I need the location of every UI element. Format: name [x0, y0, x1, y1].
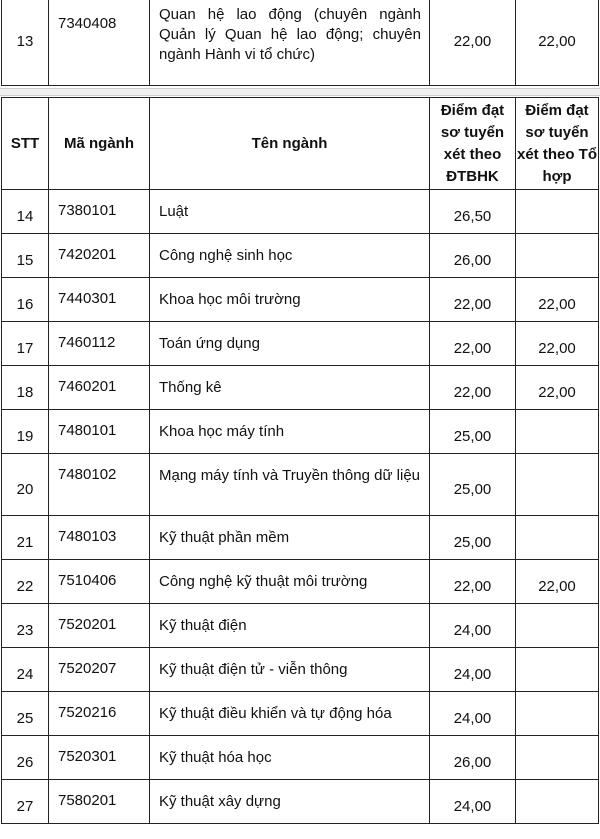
cell-to-hop: 22,00 [515, 0, 599, 86]
cell-dtbhk: 22,00 [429, 365, 516, 410]
cell-to-hop [515, 647, 599, 692]
table-row: 23 7520201 Kỹ thuật điện 24,00 [1, 603, 599, 648]
cell-dtbhk: 22,00 [429, 559, 516, 604]
table-row: 14 7380101 Luật 26,50 [1, 189, 599, 234]
cell-ten-nganh: Công nghệ kỹ thuật môi trường [149, 559, 430, 604]
table-row: 20 7480102 Mạng máy tính và Truyền thông d… [1, 453, 599, 516]
cell-ma-nganh: 7380101 [48, 189, 150, 234]
cell-ma-nganh: 7480101 [48, 409, 150, 454]
cell-dtbhk: 26,00 [429, 233, 516, 278]
table-row: 21 7480103 Kỹ thuật phần mềm 25,00 [1, 515, 599, 560]
cell-to-hop [515, 189, 599, 234]
cell-ma-nganh: 7520301 [48, 735, 150, 780]
cell-ten-nganh: Quan hệ lao động (chuyên ngành Quản lý Q… [149, 0, 430, 86]
cell-ma-nganh: 7440301 [48, 277, 150, 322]
cell-dtbhk: 25,00 [429, 453, 516, 516]
cell-dtbhk: 24,00 [429, 779, 516, 824]
cell-stt: 22 [1, 559, 49, 604]
table-row: 22 7510406 Công nghệ kỹ thuật môi trường 22… [1, 559, 599, 604]
table-row: 27 7580201 Kỹ thuật xây dựng 24,00 [1, 779, 599, 824]
cell-ten-nganh: Khoa học môi trường [149, 277, 430, 322]
cell-ma-nganh: 7460112 [48, 321, 150, 366]
cell-dtbhk: 25,00 [429, 409, 516, 454]
header-ma-nganh: Mã ngành [48, 97, 150, 190]
page-break-divider [0, 88, 600, 96]
cell-to-hop: 22,00 [515, 321, 599, 366]
cell-stt: 20 [1, 453, 49, 516]
cell-to-hop: 22,00 [515, 559, 599, 604]
table-row: 17 7460112 Toán ứng dụng 22,00 22,00 [1, 321, 599, 366]
cell-ma-nganh: 7520216 [48, 691, 150, 736]
table-row: 24 7520207 Kỹ thuật điện tử - viễn thông 24… [1, 647, 599, 692]
header-dtbhk: Điểm đạt sơ tuyển xét theo ĐTBHK [429, 97, 516, 190]
cell-ten-nganh: Công nghệ sinh học [149, 233, 430, 278]
cell-to-hop: 22,00 [515, 277, 599, 322]
cell-stt: 27 [1, 779, 49, 824]
cell-stt: 19 [1, 409, 49, 454]
cell-ma-nganh: 7520207 [48, 647, 150, 692]
table-row: 15 7420201 Công nghệ sinh học 26,00 [1, 233, 599, 278]
cell-stt: 24 [1, 647, 49, 692]
cell-ten-nganh: Toán ứng dụng [149, 321, 430, 366]
header-stt: STT [1, 97, 49, 190]
cell-ten-nganh: Thống kê [149, 365, 430, 410]
admission-scores-table: STT Mã ngành Tên ngành Điểm đạt sơ tuyển… [1, 97, 599, 824]
cell-stt: 14 [1, 189, 49, 234]
header-to-hop: Điểm đạt sơ tuyển xét theo Tổ hợp [515, 97, 599, 190]
table-row: 19 7480101 Khoa học máy tính 25,00 [1, 409, 599, 454]
cell-ten-nganh: Mạng máy tính và Truyền thông dữ liệu [149, 453, 430, 516]
cell-stt: 17 [1, 321, 49, 366]
cell-stt: 23 [1, 603, 49, 648]
cell-to-hop [515, 735, 599, 780]
table-row: 18 7460201 Thống kê 22,00 22,00 [1, 365, 599, 410]
cell-ten-nganh: Kỹ thuật điện tử - viễn thông [149, 647, 430, 692]
cell-ten-nganh: Kỹ thuật phần mềm [149, 515, 430, 560]
table-header-row: STT Mã ngành Tên ngành Điểm đạt sơ tuyển… [1, 97, 599, 190]
cell-dtbhk: 26,50 [429, 189, 516, 234]
cell-to-hop [515, 409, 599, 454]
cell-stt: 21 [1, 515, 49, 560]
cell-dtbhk: 25,00 [429, 515, 516, 560]
cell-to-hop: 22,00 [515, 365, 599, 410]
cell-dtbhk: 24,00 [429, 603, 516, 648]
cell-to-hop [515, 453, 599, 516]
cell-ten-nganh: Kỹ thuật điều khiển và tự động hóa [149, 691, 430, 736]
cell-ma-nganh: 7460201 [48, 365, 150, 410]
cell-to-hop [515, 233, 599, 278]
cell-ten-nganh: Kỹ thuật hóa học [149, 735, 430, 780]
cell-ten-nganh: Khoa học máy tính [149, 409, 430, 454]
cell-dtbhk: 24,00 [429, 691, 516, 736]
cell-ten-nganh: Kỹ thuật xây dựng [149, 779, 430, 824]
cell-ma-nganh: 7480102 [48, 453, 150, 516]
cell-stt: 13 [1, 0, 49, 86]
cell-ma-nganh: 7340408 [48, 0, 150, 86]
cell-stt: 26 [1, 735, 49, 780]
cell-to-hop [515, 515, 599, 560]
cell-ma-nganh: 7480103 [48, 515, 150, 560]
cell-ten-nganh: Kỹ thuật điện [149, 603, 430, 648]
cell-stt: 18 [1, 365, 49, 410]
table-continued: 13 7340408 Quan hệ lao động (chuyên ngành … [1, 0, 599, 86]
cell-dtbhk: 26,00 [429, 735, 516, 780]
cell-dtbhk: 22,00 [429, 277, 516, 322]
table-row: 25 7520216 Kỹ thuật điều khiển và tự động … [1, 691, 599, 736]
cell-ma-nganh: 7580201 [48, 779, 150, 824]
cell-stt: 15 [1, 233, 49, 278]
cell-to-hop [515, 779, 599, 824]
cell-to-hop [515, 691, 599, 736]
cell-stt: 16 [1, 277, 49, 322]
cell-to-hop [515, 603, 599, 648]
cell-ma-nganh: 7520201 [48, 603, 150, 648]
cell-dtbhk: 22,00 [429, 321, 516, 366]
table-row: 16 7440301 Khoa học môi trường 22,00 22,00 [1, 277, 599, 322]
table-row: 13 7340408 Quan hệ lao động (chuyên ngành … [1, 0, 599, 86]
cell-stt: 25 [1, 691, 49, 736]
cell-ma-nganh: 7420201 [48, 233, 150, 278]
cell-ten-nganh: Luật [149, 189, 430, 234]
table-row: 26 7520301 Kỹ thuật hóa học 26,00 [1, 735, 599, 780]
cell-dtbhk: 24,00 [429, 647, 516, 692]
cell-ma-nganh: 7510406 [48, 559, 150, 604]
header-ten-nganh: Tên ngành [149, 97, 430, 190]
cell-dtbhk: 22,00 [429, 0, 516, 86]
